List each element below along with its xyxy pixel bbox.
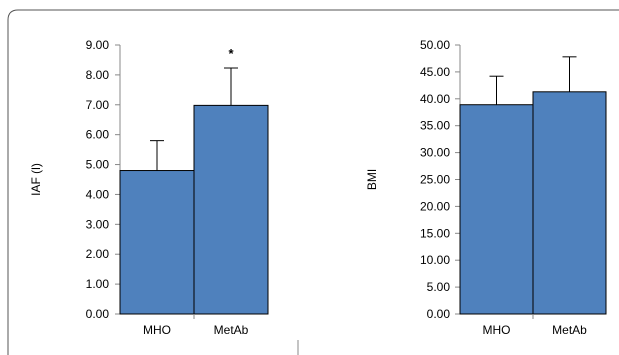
y-tick-label: 0.00: [86, 307, 110, 321]
y-tick-label: 35.00: [420, 119, 450, 133]
y-tick-label: 3.00: [86, 217, 110, 231]
bar-metab: [532, 91, 607, 315]
x-tick-label: MHO: [143, 323, 171, 337]
y-tick-label: 7.00: [86, 98, 110, 112]
x-tick-label: MetAb: [214, 323, 249, 337]
y-tick-label: 15.00: [420, 226, 450, 240]
y-tick-label: 0.00: [427, 307, 451, 321]
y-tick-label: 2.00: [86, 247, 110, 261]
y-tick-label: 50.00: [420, 38, 450, 52]
y-tick-label: 5.00: [427, 280, 451, 294]
bar-metab: [193, 104, 269, 315]
y-tick-label: 10.00: [420, 253, 450, 267]
y-axis-title: BMI: [365, 169, 379, 190]
bar-mho: [459, 104, 534, 315]
bar-mho: [119, 170, 195, 315]
chart-bmi: 0.00 5.00 10.00 15.00 20.00 25.00 30.00 35.00 40…: [365, 38, 607, 337]
y-tick-label: 5.00: [86, 158, 110, 172]
y-tick-label: 30.00: [420, 146, 450, 160]
chart-iaf: 0.00 1.00 2.00 3.00 4.00 5.00 6.00 7.00 8.00 9.00…: [29, 38, 269, 337]
y-tick-label: 1.00: [86, 277, 110, 291]
y-tick-label: 40.00: [420, 92, 450, 106]
significance-annotation: *: [228, 46, 234, 61]
y-tick-label: 25.00: [420, 173, 450, 187]
x-tick-label: MHO: [483, 323, 511, 337]
y-tick-label: 8.00: [86, 68, 110, 82]
figure-border: [7, 9, 619, 355]
y-axis-title: IAF (l): [29, 163, 43, 196]
y-tick-label: 4.00: [86, 187, 110, 201]
x-tick-label: MetAb: [552, 323, 587, 337]
y-tick-label: 6.00: [86, 128, 110, 142]
y-tick-label: 9.00: [86, 38, 110, 52]
y-tick-label: 45.00: [420, 65, 450, 79]
y-tick-label: 20.00: [420, 199, 450, 213]
